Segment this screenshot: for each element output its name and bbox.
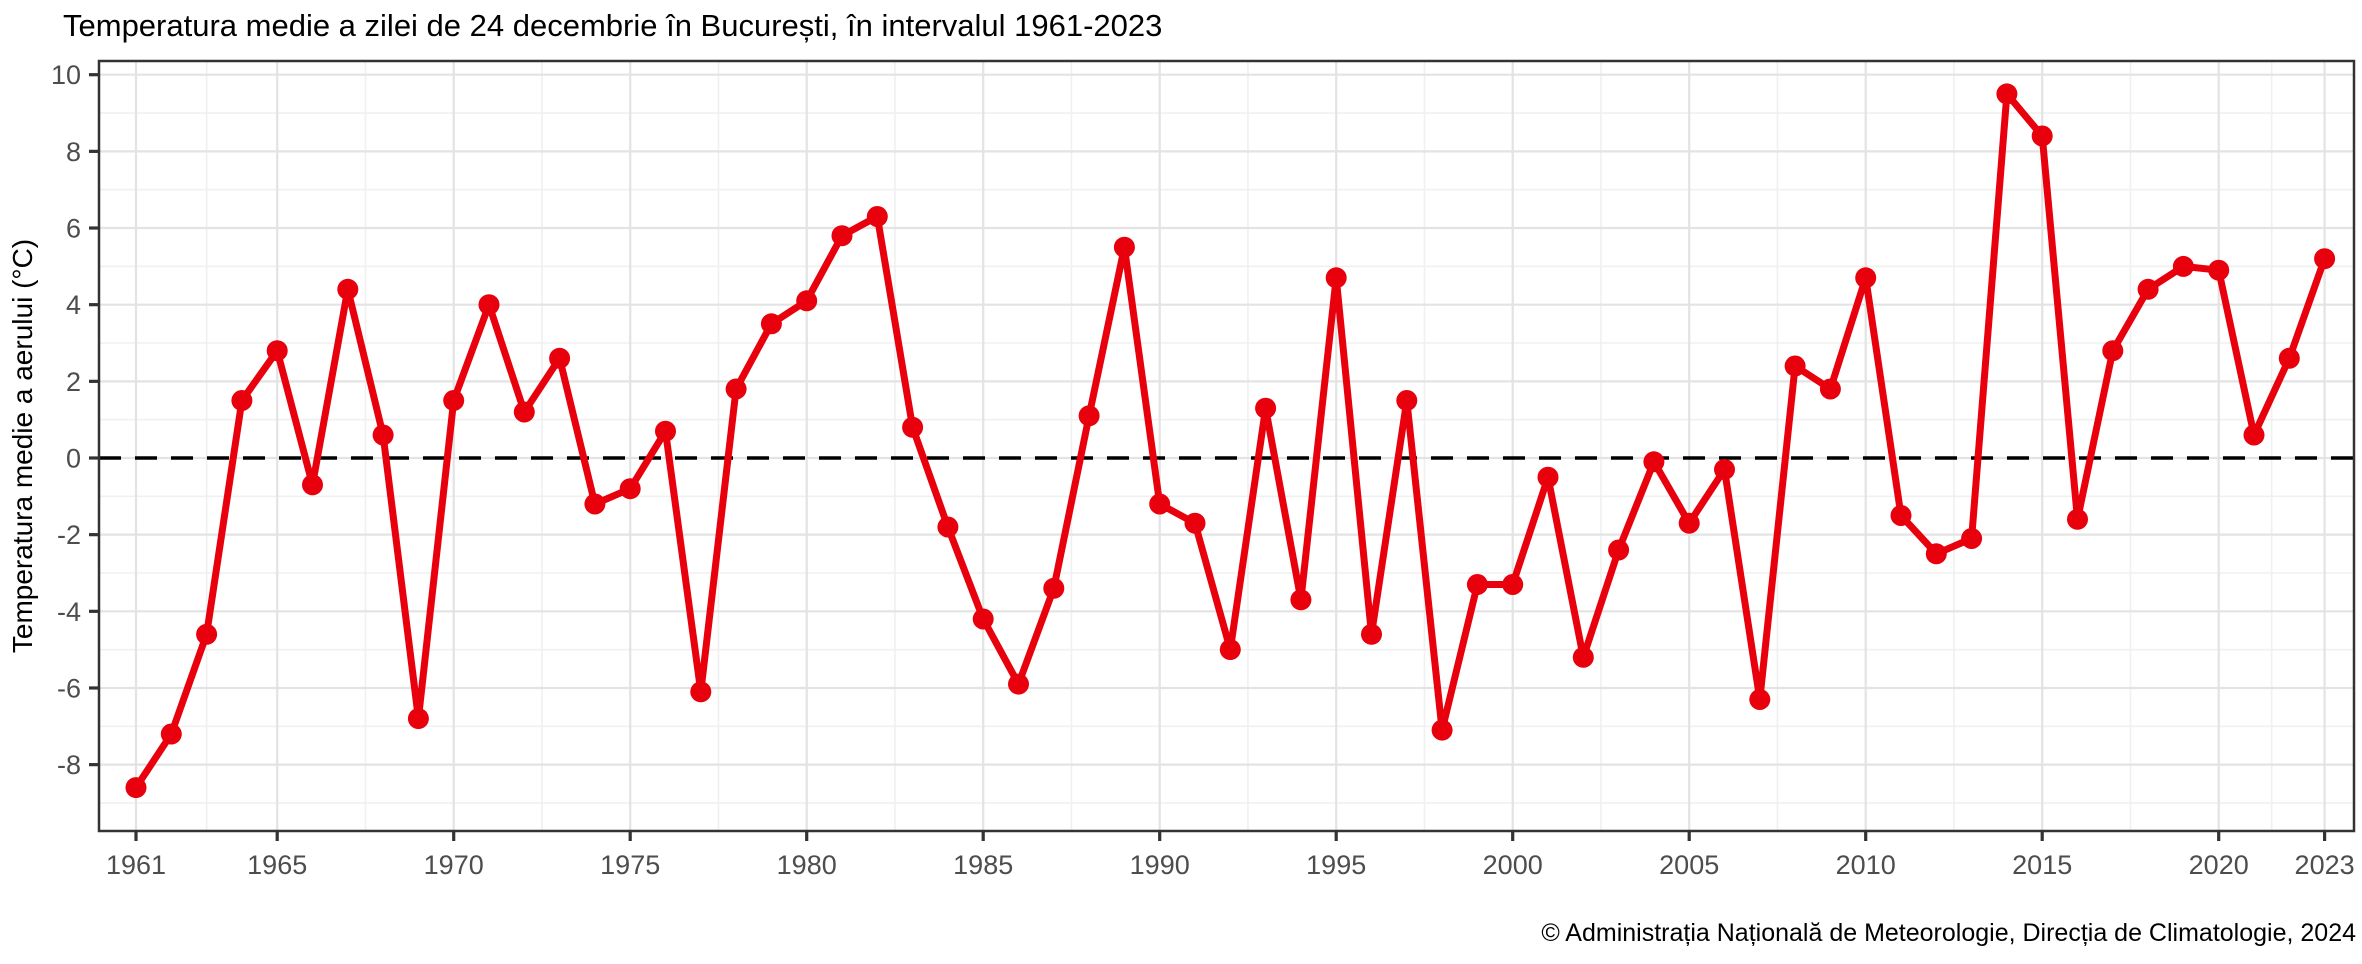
data-point	[1008, 673, 1029, 695]
data-point	[1255, 397, 1277, 419]
data-point	[902, 416, 924, 438]
data-point	[1961, 528, 1983, 549]
y-tick-label: 8	[66, 137, 81, 167]
data-point	[1925, 543, 1947, 565]
data-point	[1749, 689, 1771, 710]
data-point	[2102, 340, 2124, 362]
data-point	[655, 420, 676, 442]
temperature-series	[125, 83, 2336, 799]
y-axis-title: Temperatura medie a aerului (°C)	[7, 239, 38, 653]
data-point	[407, 708, 429, 730]
x-tick-label: 2023	[2295, 850, 2355, 880]
data-point	[584, 493, 606, 515]
x-tick-label: 1961	[106, 850, 166, 880]
y-tick-label: 4	[66, 290, 81, 320]
data-point	[1325, 267, 1347, 289]
data-point	[690, 681, 712, 703]
data-point	[1290, 589, 1312, 611]
y-tick-label: 2	[66, 367, 81, 397]
minor-gridlines	[99, 61, 2354, 831]
data-point	[231, 390, 253, 411]
data-point	[972, 608, 994, 630]
y-tick-label: -4	[57, 597, 81, 627]
data-point	[1113, 236, 1135, 258]
x-tick-label: 2005	[1659, 850, 1719, 880]
data-point	[1996, 83, 2018, 105]
copyright-text: © Administrația Națională de Meteorologi…	[1541, 919, 2356, 947]
data-point	[1466, 574, 1488, 595]
data-point	[372, 424, 394, 446]
data-point	[1396, 390, 1418, 411]
data-point	[302, 474, 323, 496]
data-point	[478, 294, 500, 316]
data-point	[2137, 278, 2159, 300]
data-point	[1431, 719, 1453, 741]
data-point	[1819, 378, 1841, 400]
data-point	[1643, 451, 1665, 473]
data-point	[1572, 646, 1594, 668]
data-point	[2208, 259, 2230, 281]
x-tick-label: 1985	[953, 850, 1013, 880]
data-point	[760, 313, 782, 335]
data-point	[796, 290, 818, 312]
data-point	[1078, 405, 1100, 427]
data-point	[196, 623, 218, 645]
data-point	[1537, 466, 1559, 488]
y-tick-label: -2	[57, 520, 81, 550]
data-point	[1043, 577, 1065, 599]
axis-tick-labels: 1961 1965 1970 1975 1980 1985 1990 1995 2000 2005…	[51, 60, 2355, 880]
x-tick-label: 2000	[1483, 850, 1543, 880]
panel-border	[97, 59, 2356, 833]
data-point	[831, 225, 853, 247]
data-point	[125, 777, 147, 799]
data-point	[549, 347, 571, 369]
x-tick-label: 1970	[424, 850, 484, 880]
chart-title: Temperatura medie a zilei de 24 decembri…	[63, 8, 1162, 43]
data-point	[2172, 255, 2194, 277]
data-point	[1784, 355, 1806, 377]
axis-tick-marks	[89, 73, 2327, 841]
data-point	[1608, 539, 1630, 561]
x-tick-label: 1995	[1306, 850, 1366, 880]
x-tick-label: 2020	[2189, 850, 2249, 880]
data-point	[1361, 623, 1382, 645]
data-point	[1149, 493, 1171, 515]
data-point	[2243, 424, 2265, 446]
data-point	[160, 723, 182, 745]
data-point	[619, 478, 641, 500]
data-point	[725, 378, 747, 400]
x-tick-label: 1975	[600, 850, 660, 880]
x-tick-label: 1980	[777, 850, 837, 880]
y-tick-label: -6	[57, 673, 81, 703]
x-tick-label: 2015	[2012, 850, 2072, 880]
x-tick-label: 2010	[1836, 850, 1896, 880]
data-point	[1714, 459, 1735, 480]
data-point	[1890, 505, 1912, 526]
data-point	[337, 278, 359, 300]
data-point	[1855, 267, 1877, 289]
x-tick-label: 1990	[1130, 850, 1190, 880]
data-point	[266, 340, 288, 362]
data-point	[1502, 574, 1524, 595]
data-point	[2031, 125, 2053, 147]
data-point	[1219, 639, 1241, 661]
data-point	[1184, 512, 1206, 534]
plot-panel	[99, 61, 2354, 831]
data-point	[937, 516, 959, 538]
y-tick-label: -8	[57, 750, 81, 780]
data-point	[1678, 512, 1700, 534]
y-tick-label: 10	[51, 60, 81, 90]
y-tick-label: 0	[66, 444, 81, 474]
y-tick-label: 6	[66, 214, 81, 244]
data-point	[866, 206, 888, 227]
data-point	[443, 390, 465, 411]
data-point	[513, 401, 535, 423]
x-tick-label: 1965	[247, 850, 307, 880]
data-point	[2278, 347, 2300, 369]
data-point	[2314, 248, 2336, 270]
data-point	[2067, 508, 2088, 530]
